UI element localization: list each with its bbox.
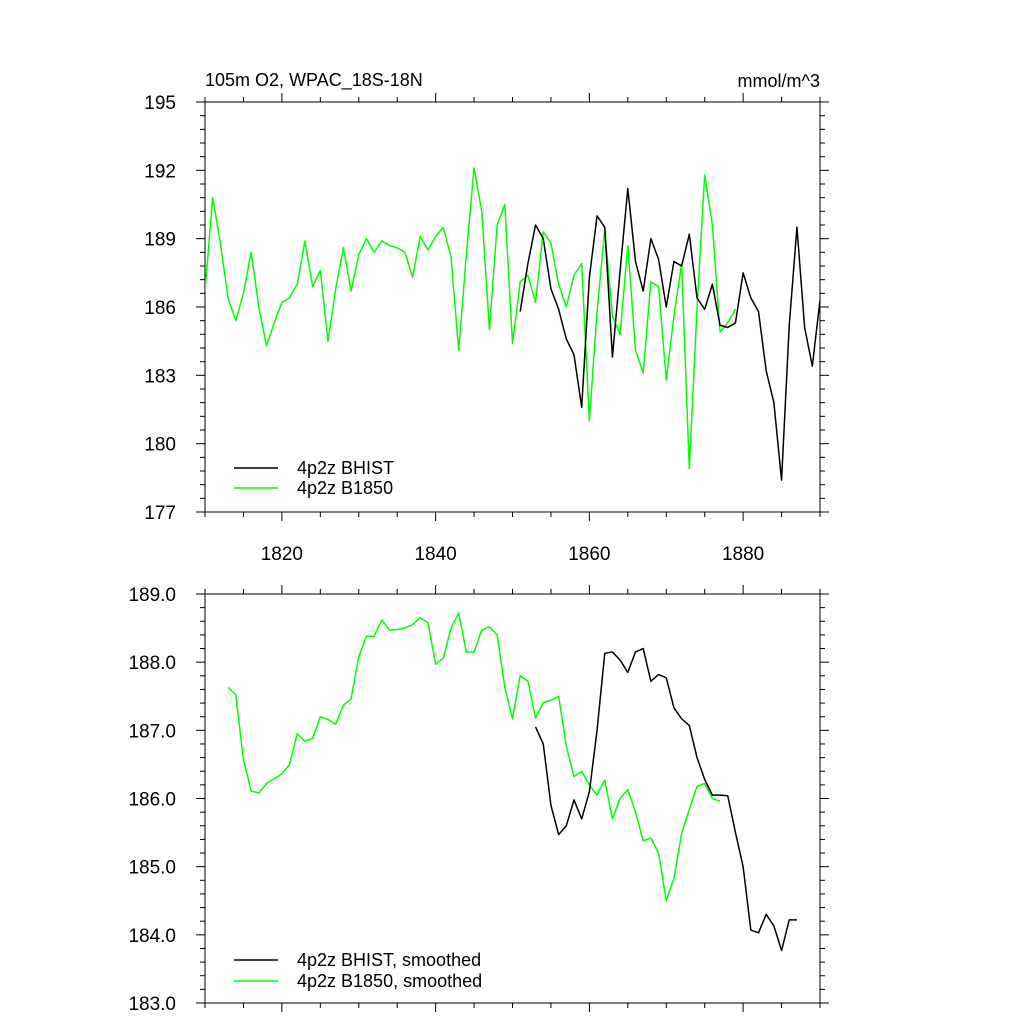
y-tick-label: 192 [144,161,176,182]
y-tick-label: 184.0 [128,926,176,947]
x-tick-label: 1840 [414,544,456,565]
y-tick-label: 195 [144,93,176,114]
b1850-series-line [227,612,721,902]
bhist-series-line [519,187,820,481]
top-panel: 177 180 183 186 189 192 195 1820 1840 1860 1880 4p2… [144,93,829,565]
y-tick-label: 189.0 [128,585,176,606]
x-tick-label: 1820 [261,544,303,565]
b1850-series-line [205,167,737,470]
legend-label: 4p2z BHIST [297,458,394,478]
plot-frame [204,101,821,513]
y-tick-label: 183.0 [128,994,176,1015]
chart-units-label: mmol/m^3 [738,71,820,91]
legend-label: 4p2z B1850, smoothed [297,971,482,991]
y-tick-label: 180 [144,435,176,456]
y-tick-label: 186.0 [128,790,176,811]
y-tick-label: 189 [144,230,176,251]
y-tick-label: 185.0 [128,858,176,879]
bhist-series-line [534,647,797,952]
y-tick-label: 188.0 [128,653,176,674]
x-tick-label: 1860 [568,544,610,565]
chart-title: 105m O2, WPAC_18S-18N [205,70,423,91]
y-tick-label: 186 [144,298,176,319]
y-tick-label: 187.0 [128,721,176,742]
x-tick-label: 1880 [722,544,764,565]
y-tick-label: 183 [144,366,176,387]
legend-label: 4p2z B1850 [297,478,393,498]
y-tick-label: 177 [144,503,176,524]
bottom-panel: 183.0 184.0 185.0 186.0 187.0 188.0 189.0 4p2z … [128,585,829,1015]
legend-label: 4p2z BHIST, smoothed [297,950,481,970]
